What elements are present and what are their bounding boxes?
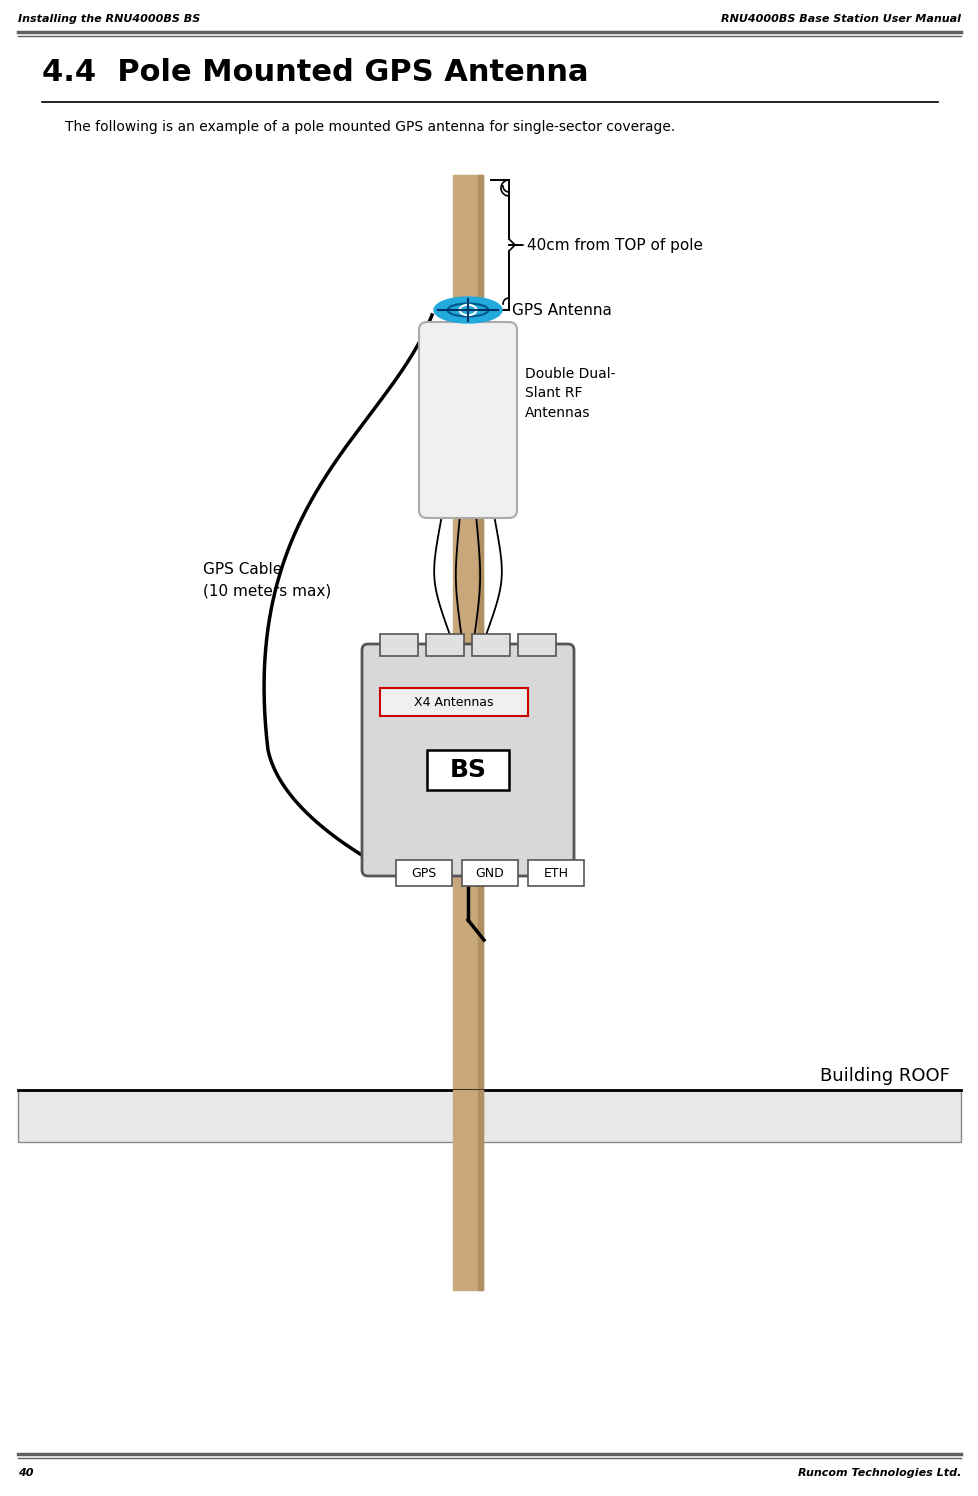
FancyBboxPatch shape (362, 643, 573, 877)
Bar (477, 175, 482, 1100)
FancyBboxPatch shape (419, 322, 516, 518)
Bar (18, 1091, 960, 1141)
Bar (379, 634, 418, 657)
Bar (426, 749, 509, 790)
Text: Runcom Technologies Ltd.: Runcom Technologies Ltd. (797, 1468, 960, 1478)
Bar (453, 1091, 482, 1290)
Text: GPS Cable
(10 meters max): GPS Cable (10 meters max) (202, 562, 331, 598)
Bar (379, 688, 527, 717)
Ellipse shape (433, 298, 502, 323)
Text: GPS Antenna: GPS Antenna (511, 302, 611, 317)
Text: X4 Antennas: X4 Antennas (414, 696, 493, 709)
Text: Double Dual-
Slant RF
Antennas: Double Dual- Slant RF Antennas (524, 367, 615, 419)
Text: Installing the RNU4000BS BS: Installing the RNU4000BS BS (18, 13, 200, 24)
Text: 4.4  Pole Mounted GPS Antenna: 4.4 Pole Mounted GPS Antenna (42, 58, 588, 87)
Text: BS: BS (449, 758, 486, 782)
Text: 40: 40 (18, 1468, 33, 1478)
Bar (453, 175, 482, 1100)
Bar (477, 1091, 482, 1290)
Bar (517, 634, 556, 657)
Bar (395, 860, 452, 886)
Text: Building ROOF: Building ROOF (820, 1067, 949, 1085)
Bar (425, 634, 464, 657)
Text: RNU4000BS Base Station User Manual: RNU4000BS Base Station User Manual (720, 13, 960, 24)
Text: 40cm from TOP of pole: 40cm from TOP of pole (526, 238, 702, 253)
Bar (462, 860, 517, 886)
Bar (471, 634, 510, 657)
Text: GPS: GPS (411, 866, 436, 880)
Bar (527, 860, 584, 886)
Text: GND: GND (475, 866, 504, 880)
Text: The following is an example of a pole mounted GPS antenna for single-sector cove: The following is an example of a pole mo… (65, 120, 675, 135)
Text: ETH: ETH (543, 866, 568, 880)
